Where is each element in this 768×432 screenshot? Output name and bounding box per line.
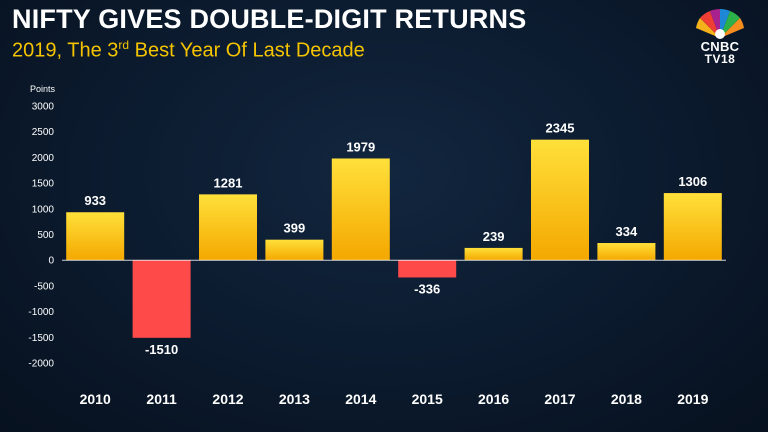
data-labels: 933 -1510 1281 399 1979 -336 239 2345 334 1306 xyxy=(84,121,707,357)
x-tick-label: 2016 xyxy=(478,391,509,407)
y-tick-label: 1000 xyxy=(32,204,55,215)
x-tick-label: 2015 xyxy=(412,391,443,407)
x-tick-label: 2013 xyxy=(279,391,310,407)
data-label: 334 xyxy=(616,224,638,239)
y-tick-label: -2000 xyxy=(28,359,54,370)
data-label: 239 xyxy=(483,229,505,244)
bar-2013 xyxy=(265,239,324,261)
peacock-icon xyxy=(696,9,744,39)
bar-2012 xyxy=(199,194,257,261)
y-tick-label: 3000 xyxy=(32,102,55,113)
x-tick-label: 2011 xyxy=(146,391,177,407)
chart-title: NIFTY GIVES DOUBLE-DIGIT RETURNS xyxy=(12,4,527,34)
y-tick-label: 2000 xyxy=(32,153,55,164)
y-axis-ticks: 3000 2500 2000 1500 1000 500 0 -500 -1000 -1500 -2… xyxy=(28,102,54,370)
chart-subtitle: 2019, The 3rd Best Year Of Last Decade xyxy=(12,38,365,63)
x-tick-label: 2017 xyxy=(544,391,575,407)
bar-2010 xyxy=(66,212,125,261)
data-label: 1306 xyxy=(678,174,707,189)
data-label: 399 xyxy=(284,221,306,236)
x-tick-label: 2018 xyxy=(611,391,642,407)
subtitle-prefix: 2019, The 3 xyxy=(12,39,119,62)
x-tick-label: 2014 xyxy=(345,391,376,407)
logo-sub-text: TV18 xyxy=(704,52,736,66)
x-tick-label: 2010 xyxy=(80,391,111,407)
y-axis-label: Points xyxy=(30,84,56,94)
data-label: -336 xyxy=(414,281,440,296)
data-label: 1281 xyxy=(214,175,243,190)
subtitle-suffix: Best Year Of Last Decade xyxy=(129,39,365,62)
x-axis-ticks: 2010 2011 2012 2013 2014 2015 2016 2017 2018 2019 xyxy=(80,391,709,407)
bar-2014 xyxy=(331,158,390,261)
y-tick-label: 0 xyxy=(48,256,54,267)
data-label: 933 xyxy=(84,193,106,208)
bars xyxy=(66,139,722,338)
y-tick-label: -1500 xyxy=(28,333,54,344)
logo-brand-text: CNBC xyxy=(700,39,740,54)
y-tick-label: 1500 xyxy=(32,179,55,190)
data-label: -1510 xyxy=(145,342,178,357)
y-tick-label: -500 xyxy=(34,281,54,292)
subtitle-superscript: rd xyxy=(118,38,130,52)
data-label: 1979 xyxy=(346,139,375,154)
y-tick-label: 2500 xyxy=(32,127,55,138)
x-tick-label: 2012 xyxy=(212,391,243,407)
bar-2017 xyxy=(531,139,589,261)
bar-2011 xyxy=(132,260,191,338)
bar-2018 xyxy=(597,243,656,261)
y-tick-label: -1000 xyxy=(28,307,54,318)
bar-2015 xyxy=(398,260,457,278)
y-tick-label: 500 xyxy=(37,230,54,241)
data-label: 2345 xyxy=(546,121,575,136)
cnbc-tv18-logo: CNBC TV18 xyxy=(680,4,760,66)
bar-2016 xyxy=(464,247,523,261)
bar-2019 xyxy=(663,193,722,261)
x-tick-label: 2019 xyxy=(677,391,708,407)
